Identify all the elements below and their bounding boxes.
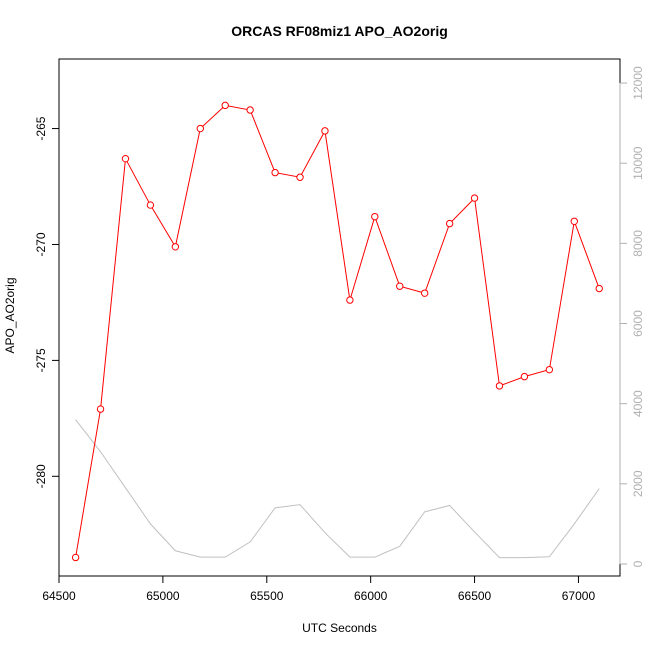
x-tick-label: 66500 [458, 589, 492, 603]
data-point [121, 154, 130, 163]
data-point [396, 282, 404, 290]
data-point [171, 243, 180, 251]
y2-tick-label: 8000 [631, 230, 645, 257]
y2-tick-label: 4000 [631, 390, 645, 417]
data-point [271, 168, 279, 177]
x-tick-label: 66000 [354, 589, 388, 603]
data-point [146, 201, 155, 209]
data-point [420, 289, 429, 297]
secondary-series-line [75, 419, 600, 559]
data-point [346, 296, 354, 304]
primary-series-line [75, 104, 600, 558]
data-point [545, 365, 554, 374]
chart-title: ORCAS RF08miz1 APO_AO2orig [231, 23, 448, 39]
data-point [595, 284, 603, 293]
y2-tick-label: 10000 [631, 146, 645, 180]
data-point [570, 217, 578, 225]
x-axis: 64500 65000 65500 66000 66500 67000 [42, 575, 596, 603]
series-layer [71, 101, 603, 562]
data-point [96, 405, 105, 413]
y-tick-label: -270 [34, 232, 48, 256]
x-tick-label: 65500 [250, 589, 284, 603]
data-point [246, 106, 254, 114]
x-axis-label: UTC Seconds [302, 621, 377, 635]
y-axis-label: APO_AO2orig [3, 277, 17, 353]
data-point [71, 553, 80, 562]
data-point [371, 212, 379, 221]
y-axis-right: 0 2000 4000 6000 8000 10000 12000 [619, 66, 645, 567]
x-tick-label: 64500 [42, 589, 76, 603]
data-point [221, 101, 229, 110]
y-tick-label: -265 [34, 116, 48, 140]
y2-tick-label: 6000 [631, 310, 645, 337]
y-tick-label: -280 [34, 464, 48, 488]
y2-tick-label: 12000 [631, 66, 645, 100]
y-axis-left: -280 -275 -270 -265 [34, 116, 59, 488]
y2-tick-label: 0 [631, 560, 645, 567]
data-point [470, 194, 479, 202]
data-point [321, 127, 329, 135]
data-point [296, 173, 304, 181]
data-point [495, 382, 504, 390]
x-tick-label: 67000 [562, 589, 596, 603]
data-point [196, 124, 204, 133]
data-point [445, 219, 454, 228]
y-tick-label: -275 [34, 348, 48, 372]
x-tick-label: 65000 [146, 589, 180, 603]
data-point [520, 372, 529, 381]
y2-tick-label: 2000 [631, 470, 645, 497]
